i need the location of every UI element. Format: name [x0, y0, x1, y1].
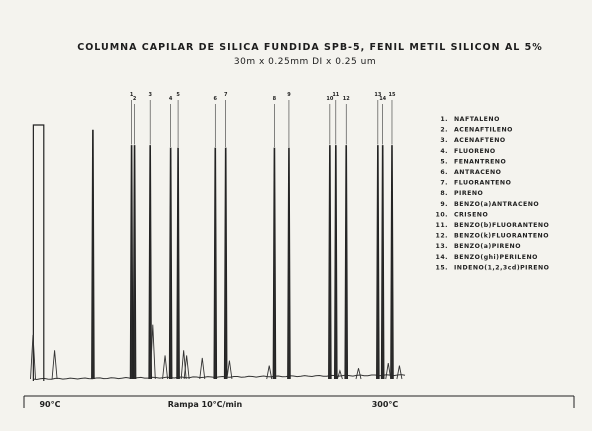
legend-name-8: PIRENO [454, 190, 483, 197]
peak-12 [344, 145, 349, 380]
legend-name-12: BENZO(k)FLUORANTENO [454, 233, 549, 240]
peak-13 [376, 145, 380, 380]
legend-name-15: INDENO(1,2,3cd)PIRENO [454, 264, 549, 271]
legend-number-5: 5. [440, 158, 448, 165]
peak-label-15: 15 [388, 92, 395, 98]
minor-peak-0 [30, 334, 36, 380]
legend-number-2: 2. [440, 127, 448, 134]
trace-group [30, 124, 406, 381]
peak-label-11: 11 [332, 92, 339, 98]
minor-peak-3 [162, 355, 169, 380]
peak-label-10: 10 [326, 96, 333, 102]
legend-number-15: 15. [436, 264, 448, 271]
legend-name-4: FLUORENO [454, 148, 496, 155]
minor-peak-12 [396, 365, 403, 380]
legend-number-1: 1. [440, 116, 448, 123]
peak-3 [148, 145, 152, 380]
minor-peak-1 [51, 350, 58, 380]
peak-label-14: 14 [379, 96, 386, 102]
legend-number-8: 8. [440, 190, 448, 197]
x-end-label: 300°C [372, 400, 399, 409]
legend-number-14: 14. [436, 254, 448, 261]
legend-number-3: 3. [440, 137, 448, 144]
minor-peak-9 [336, 369, 343, 380]
legend-number-4: 4. [440, 148, 448, 155]
legend-number-13: 13. [436, 243, 448, 250]
peak-label-6: 6 [214, 96, 218, 102]
legend-name-1: NAFTALENO [454, 116, 500, 123]
x-middle-label: Rampa 10°C/min [168, 400, 243, 409]
chart-title: COLUMNA CAPILAR DE SILICA FUNDIDA SPB-5,… [77, 42, 543, 53]
legend-number-11: 11. [436, 222, 448, 229]
legend-number-6: 6. [440, 169, 448, 176]
peak-4 [168, 147, 173, 380]
peak-7 [223, 147, 228, 380]
peak-8 [272, 147, 277, 380]
baseline-trace [32, 374, 406, 381]
peak-5 [176, 147, 180, 380]
minor-peak-8 [266, 365, 273, 380]
chart-subtitle: 30m x 0.25mm DI x 0.25 um [234, 57, 376, 67]
peak-label-2: 2 [133, 96, 137, 102]
legend-name-13: BENZO(a)PIRENO [454, 243, 521, 250]
legend-name-6: ANTRACENO [454, 169, 501, 176]
peak-label-3: 3 [148, 92, 152, 98]
legend-number-12: 12. [436, 233, 448, 240]
peak-14 [380, 145, 385, 380]
minor-peak-7 [226, 360, 233, 380]
peak-9 [287, 147, 291, 380]
legend-name-9: BENZO(a)ANTRACENO [454, 201, 539, 208]
peak-label-12: 12 [343, 96, 350, 102]
peak-11 [334, 145, 338, 380]
peak-label-8: 8 [273, 96, 277, 102]
peak-label-4: 4 [169, 96, 173, 102]
legend-name-7: FLUORANTENO [454, 180, 511, 187]
minor-peak-5 [183, 355, 190, 380]
minor-peak-10 [355, 368, 362, 380]
peak-2 [132, 145, 137, 380]
x-start-label: 90°C [39, 400, 60, 409]
legend-number-7: 7. [440, 180, 448, 187]
legend-name-14: BENZO(ghi)PERILENO [454, 254, 538, 261]
peak-label-7: 7 [224, 92, 228, 98]
peak-15 [390, 145, 394, 380]
minor-peak-11 [385, 363, 392, 380]
peak-label-13: 13 [374, 92, 381, 98]
legend-name-11: BENZO(b)FLUORANTENO [454, 222, 549, 229]
legend-name-3: ACENAFTENO [454, 137, 506, 144]
legend: 1. NAFTALENO 2. ACENAFTILENO 3. ACENAFTENO 4. F… [436, 116, 549, 271]
legend-number-9: 9. [440, 201, 448, 208]
peak-1 [129, 145, 134, 380]
peak-label-5: 5 [176, 92, 180, 98]
peak-6 [213, 147, 218, 380]
legend-name-10: CRISENO [454, 211, 488, 218]
minor-peak-2 [149, 324, 156, 380]
peak-10 [328, 145, 332, 380]
legend-number-10: 10. [436, 211, 448, 218]
legend-name-2: ACENAFTILENO [454, 127, 513, 134]
peak-label-1: 1 [130, 92, 134, 98]
peak-unlabeled-0 [91, 129, 95, 380]
minor-peak-6 [199, 357, 206, 380]
peak-label-9: 9 [287, 92, 291, 98]
solvent-peak [32, 124, 45, 381]
legend-name-5: FENANTRENO [454, 158, 506, 165]
